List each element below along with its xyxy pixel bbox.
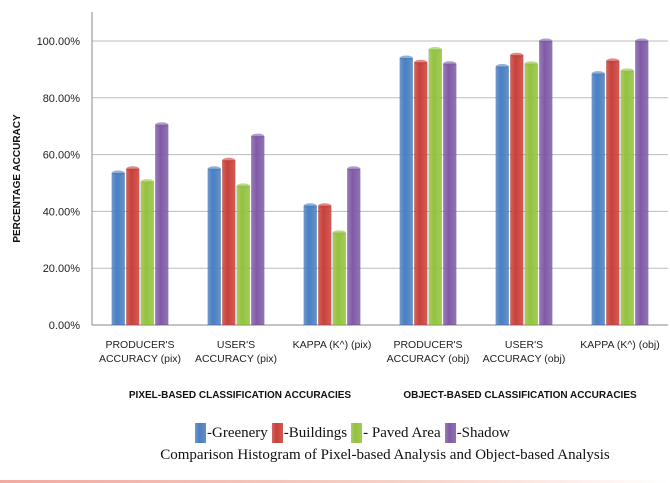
y-tick-label: 40.00% xyxy=(43,206,81,218)
legend-swatch-buildings xyxy=(271,423,283,443)
bar-top-greenery xyxy=(207,166,221,172)
bar-paved-area xyxy=(428,49,442,326)
bar-top-paved-area xyxy=(620,68,634,74)
legend-item-buildings: -Buildings xyxy=(271,423,348,443)
bar-top-buildings xyxy=(510,52,524,58)
bar-top-paved-area xyxy=(524,61,538,67)
bar-greenery xyxy=(207,168,221,326)
bar-shadow xyxy=(251,135,265,326)
bar-shadow xyxy=(443,63,457,326)
bar-buildings xyxy=(414,62,428,326)
bar-paved-area xyxy=(524,63,538,326)
y-tick-label: 80.00% xyxy=(43,93,81,105)
category-label: ACCURACY (obj) xyxy=(387,353,470,365)
bar-buildings xyxy=(126,168,140,326)
category-label: ACCURACY (pix) xyxy=(195,353,277,365)
y-tick-label: 0.00% xyxy=(49,320,80,332)
bar-top-greenery xyxy=(495,64,509,70)
group-label-object: OBJECT-BASED CLASSIFICATION ACCURACIES xyxy=(403,390,637,401)
bar-top-shadow xyxy=(155,122,169,128)
bar-top-buildings xyxy=(126,166,140,172)
y-axis-title: PERCENTAGE ACCURACY xyxy=(12,114,23,243)
bar-top-shadow xyxy=(347,166,361,172)
legend-item-greenery: -Greenery xyxy=(195,423,268,443)
legend-label-paved-area: - Paved Area xyxy=(363,424,441,441)
bar-top-shadow xyxy=(635,38,649,44)
bar-buildings xyxy=(222,160,236,326)
bar-buildings xyxy=(318,205,332,326)
bar-top-greenery xyxy=(399,55,413,61)
bar-greenery xyxy=(591,73,605,326)
bar-top-paved-area xyxy=(428,47,442,53)
legend-label-greenery: -Greenery xyxy=(207,424,268,441)
bar-top-buildings xyxy=(414,59,428,65)
category-label: USER'S xyxy=(217,339,255,351)
bar-paved-area xyxy=(620,70,634,326)
bar-top-paved-area xyxy=(236,183,250,189)
legend-item-paved-area: - Paved Area xyxy=(351,423,441,443)
y-tick-label: 100.00% xyxy=(37,36,81,48)
group-label-pixel: PIXEL-BASED CLASSIFICATION ACCURACIES xyxy=(129,390,352,401)
bar-top-buildings xyxy=(318,203,332,209)
y-tick-label: 20.00% xyxy=(43,263,81,275)
bar-shadow xyxy=(155,124,169,326)
bar-top-buildings xyxy=(222,157,236,163)
bar-greenery xyxy=(111,172,125,326)
bar-top-greenery xyxy=(303,203,317,209)
bar-shadow xyxy=(539,40,553,326)
legend-label-shadow: -Shadow xyxy=(456,424,510,441)
bar-buildings xyxy=(510,54,524,326)
category-label: ACCURACY (pix) xyxy=(99,353,181,365)
bar-shadow xyxy=(347,168,361,326)
decorative-divider xyxy=(0,480,670,483)
legend-swatch-shadow xyxy=(444,423,456,443)
bar-paved-area xyxy=(332,232,346,326)
legend-label-buildings: -Buildings xyxy=(283,424,348,441)
bar-top-shadow xyxy=(251,133,265,139)
legend-swatch-paved-area xyxy=(351,423,363,443)
category-label: ACCURACY (obj) xyxy=(483,353,566,365)
y-tick-label: 60.00% xyxy=(43,150,81,162)
bar-top-paved-area xyxy=(332,230,346,236)
bar-shadow xyxy=(635,40,649,326)
category-label: PRODUCER'S xyxy=(393,339,462,351)
bar-top-shadow xyxy=(443,61,457,67)
legend-item-shadow: -Shadow xyxy=(444,423,510,443)
category-label: USER'S xyxy=(505,339,543,351)
bar-top-greenery xyxy=(591,71,605,77)
bar-paved-area xyxy=(140,181,154,326)
chart: 0.00% 20.00% 40.00% 60.00% 80.00% 100.00% PERC… xyxy=(12,12,668,401)
bar-buildings xyxy=(606,60,620,326)
bar-greenery xyxy=(303,205,317,326)
legend-swatch-greenery xyxy=(195,423,206,443)
category-label: PRODUCER'S xyxy=(105,339,174,351)
bar-greenery xyxy=(495,66,509,326)
bar-top-paved-area xyxy=(140,179,154,185)
bar-top-shadow xyxy=(539,38,553,44)
category-label: KAPPA (K^) (pix) xyxy=(293,339,372,351)
bar-top-buildings xyxy=(606,58,620,64)
bar-greenery xyxy=(399,57,413,326)
figure-caption: Comparison Histogram of Pixel-based Anal… xyxy=(160,447,610,463)
bar-paved-area xyxy=(236,185,250,326)
category-label: KAPPA (K^) (obj) xyxy=(580,339,659,351)
bar-top-greenery xyxy=(111,170,125,176)
legend: -Greenery -Buildings - Paved Area -Shado… xyxy=(195,423,514,443)
